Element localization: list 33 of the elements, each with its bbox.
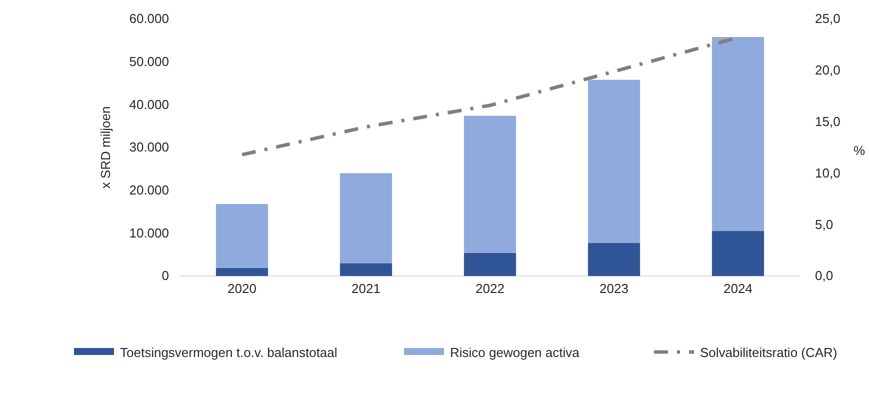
y-axis-title: x SRD miljoen (98, 106, 113, 189)
legend-label: Solvabiliteitsratio (CAR) (700, 345, 838, 360)
bar (588, 80, 640, 244)
legend-label: Toetsingsvermogen t.o.v. balanstotaal (120, 345, 338, 360)
y2-axis-title: % (853, 143, 866, 158)
y2-tick-label: 5,0 (815, 216, 834, 232)
y-tick-label: 0 (162, 268, 169, 284)
y-tick-label: 60.000 (129, 11, 169, 26)
x-tick-label: 2024 (724, 281, 752, 296)
y2-tick-label: 15,0 (815, 114, 840, 129)
y-tick-label: 10.000 (129, 225, 169, 240)
bar (588, 243, 640, 276)
legend-label: Risico gewogen activa (450, 345, 580, 360)
y-tick-label: 30.000 (129, 140, 169, 155)
bar (216, 204, 268, 268)
bar (464, 252, 516, 276)
y-tick-label: 40.000 (129, 96, 169, 112)
bar (216, 268, 268, 276)
bar (712, 231, 764, 276)
bar (712, 36, 764, 232)
x-tick-label: 2020 (228, 281, 256, 296)
bar (464, 116, 516, 253)
x-tick-label: 2021 (352, 281, 380, 296)
bar (340, 263, 392, 276)
x-tick-label: 2022 (476, 281, 504, 296)
y2-tick-label: 10,0 (815, 165, 840, 180)
bar (340, 173, 392, 264)
y2-tick-label: 0,0 (815, 268, 834, 284)
x-tick-label: 2023 (600, 281, 628, 296)
y2-tick-label: 20,0 (815, 62, 840, 78)
y2-tick-label: 25,0 (815, 11, 840, 26)
y-tick-label: 20.000 (129, 182, 169, 198)
y-tick-label: 50.000 (129, 54, 169, 69)
